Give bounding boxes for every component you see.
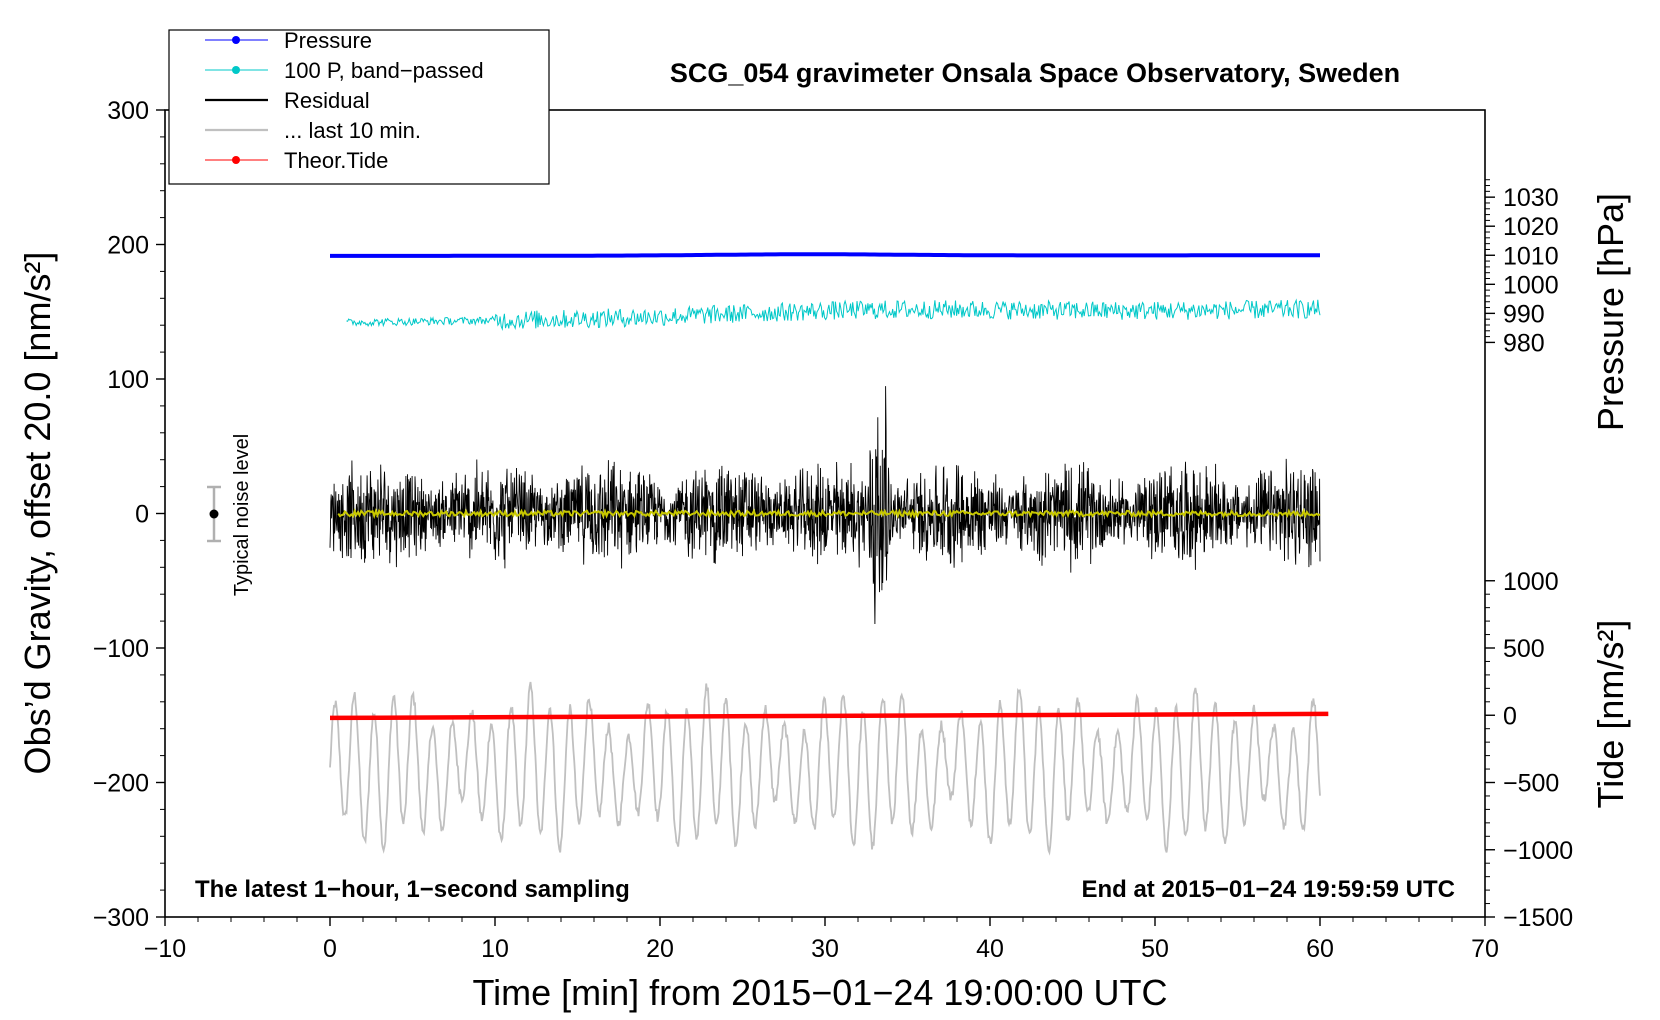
residual-series: [329, 386, 1321, 625]
series-layer: [329, 252, 1329, 856]
tide-tick-label: −1500: [1503, 904, 1573, 932]
end-time-annotation: End at 2015−01−24 19:59:59 UTC: [1081, 876, 1455, 903]
band-passed-pressure-series: [346, 298, 1321, 331]
legend-label-2: Residual: [284, 88, 370, 113]
axes-layer: −10 0 10 20 30 40 50 60 703002001000−100−200−300…: [93, 97, 1574, 963]
legend: Pressure 100 P, band−passed Residual ... la…: [168, 28, 550, 185]
legend-label-1: 100 P, band−passed: [284, 58, 484, 83]
sampling-annotation: The latest 1−hour, 1−second sampling: [195, 876, 630, 903]
tide-tick-label: −1000: [1503, 837, 1573, 865]
legend-marker-4: [232, 156, 240, 164]
pressure-axis-label: Pressure [hPa]: [1590, 193, 1631, 431]
tide-tick-label: 500: [1503, 635, 1545, 663]
y-axis-label: Obs’d Gravity, offset 20.0 [nm/s²]: [17, 252, 58, 775]
legend-entries: Pressure 100 P, band−passed Residual ... la…: [205, 28, 484, 173]
x-tick-label: 20: [646, 935, 674, 963]
noise-level-label: Typical noise level: [231, 434, 253, 596]
y-tick-label: −100: [93, 635, 149, 663]
x-tick-label: 30: [811, 935, 839, 963]
y-tick-label: 100: [107, 366, 149, 394]
pressure-tick-label: 1020: [1503, 213, 1559, 241]
tide-axis-label: Tide [nm/s²]: [1590, 620, 1631, 809]
legend-label-4: Theor.Tide: [284, 148, 388, 173]
y-tick-label: 200: [107, 232, 149, 260]
pressure-tick-label: 1030: [1503, 184, 1559, 212]
x-tick-label: 70: [1471, 935, 1499, 963]
chart-title: SCG_054 gravimeter Onsala Space Observat…: [670, 58, 1400, 88]
noise-bar-center-dot: [209, 509, 219, 519]
x-tick-label: 50: [1141, 935, 1169, 963]
legend-box: [168, 29, 550, 185]
x-tick-label: 10: [481, 935, 509, 963]
pressure-tick-label: 980: [1503, 329, 1545, 357]
x-tick-label: 0: [323, 935, 337, 963]
tide-tick-label: −500: [1503, 770, 1559, 798]
legend-marker-1: [232, 66, 240, 74]
y-tick-label: −200: [93, 770, 149, 798]
x-tick-label: 40: [976, 935, 1004, 963]
y-tick-label: 300: [107, 97, 149, 125]
legend-label-3: ... last 10 min.: [284, 118, 421, 143]
pressure-tick-label: 990: [1503, 300, 1545, 328]
tide-tick-label: 1000: [1503, 568, 1559, 596]
legend-marker-0: [232, 36, 240, 44]
x-tick-label: 60: [1306, 935, 1334, 963]
tide-tick-label: 0: [1503, 702, 1517, 730]
x-axis-label: Time [min] from 2015−01−24 19:00:00 UTC: [472, 972, 1167, 1013]
pressure-tick-label: 1010: [1503, 242, 1559, 270]
x-tick-label: −10: [144, 935, 186, 963]
pressure-series: [330, 252, 1320, 258]
filtered-residual-series: [337, 507, 1321, 520]
pressure-tick-label: 1000: [1503, 271, 1559, 299]
noise-level-indicator: Typical noise level: [207, 434, 253, 596]
legend-label-0: Pressure: [284, 28, 372, 53]
y-tick-label: 0: [135, 501, 149, 529]
y-tick-label: −300: [93, 904, 149, 932]
theoretical-tide-series: [329, 711, 1329, 721]
